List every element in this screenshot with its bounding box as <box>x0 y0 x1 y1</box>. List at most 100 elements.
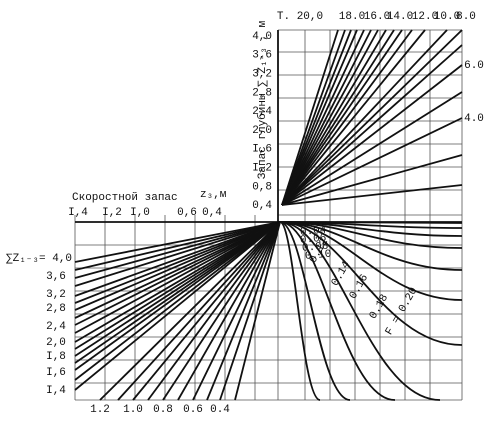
upper-tick-label: 4,0 <box>252 31 272 43</box>
f-curve <box>279 221 463 271</box>
left-curve <box>74 221 281 263</box>
left-curve <box>206 221 281 401</box>
t-curve <box>281 29 463 206</box>
speed-tick-label: I,0 <box>130 207 150 219</box>
left-curve <box>74 221 281 364</box>
f-label: 0.04 <box>300 225 328 239</box>
f-label: 0.10 <box>305 249 332 263</box>
bottom-tick-label: 1.2 <box>90 404 110 416</box>
f-curve <box>279 221 463 301</box>
t-curve <box>281 91 463 206</box>
left-tick-label: I,4 <box>46 385 66 397</box>
left-curve <box>147 221 281 401</box>
upper-tick-label: 0,8 <box>252 181 272 193</box>
t-label: 6.0 <box>464 60 484 72</box>
upper-tick-label: 2,4 <box>252 106 272 118</box>
left-curve <box>74 221 281 357</box>
f-curve <box>279 221 441 401</box>
f-label: 0.08 <box>302 241 329 255</box>
left-curve <box>74 221 281 326</box>
t-label: 12.0 <box>412 11 438 23</box>
left-curve <box>74 221 281 297</box>
bottom-tick-label: 0.4 <box>210 404 230 416</box>
speed-tick-label: 0,4 <box>202 207 222 219</box>
f-curve <box>279 221 321 401</box>
bottom-tick-label: 1.0 <box>123 404 143 416</box>
t-curve <box>281 29 379 206</box>
left-curve <box>132 221 281 401</box>
left-tick-label: 3,6 <box>46 271 66 283</box>
left-curve <box>234 221 281 401</box>
left-curve <box>74 221 281 371</box>
bottom-tick-label: 0.6 <box>183 404 203 416</box>
left-curve <box>219 221 281 401</box>
left-curve <box>162 221 281 401</box>
t-label: Т. 20,0 <box>277 11 323 23</box>
left-curve <box>74 221 281 287</box>
t-curve <box>281 44 463 206</box>
f-label: 0.06 <box>300 233 327 247</box>
t-curve <box>281 29 339 206</box>
f-curve <box>279 221 463 346</box>
t-curve <box>281 154 463 206</box>
t-curve <box>281 117 463 206</box>
upper-tick-label: 2,8 <box>252 87 272 99</box>
t-label: 18.0 <box>339 11 365 23</box>
left-tick-label: 2,0 <box>46 337 66 349</box>
t-curve <box>281 29 372 206</box>
upper-tick-label: I,6 <box>252 144 272 156</box>
upper-axis-label: Запас глубины ∑ Z₁₋₃ , м <box>256 20 269 179</box>
speed-tick-label: I,2 <box>102 207 122 219</box>
left-tick-label: 3,2 <box>46 289 66 301</box>
speed-tick-label: I,4 <box>68 207 88 219</box>
speed-tick-label: 0,6 <box>177 207 197 219</box>
t-curve <box>281 29 403 206</box>
t-label: 10.0 <box>434 11 460 23</box>
t-curve <box>281 29 365 206</box>
left-curve <box>74 221 281 350</box>
left-curve <box>177 221 281 401</box>
left-tick-label: I,8 <box>46 351 66 363</box>
t-curve <box>281 29 413 206</box>
t-curve <box>281 29 426 206</box>
left-curve <box>74 221 281 279</box>
upper-tick-label: 3,6 <box>252 50 272 62</box>
left-curve <box>74 221 281 319</box>
left-tick-label: I,6 <box>46 367 66 379</box>
upper-tick-label: 0,4 <box>252 200 272 212</box>
upper-tick-label: I,2 <box>252 163 272 175</box>
left-curve <box>99 221 281 401</box>
upper-tick-label: 3,2 <box>252 69 272 81</box>
t-curve <box>281 29 395 206</box>
t-curve <box>281 29 387 206</box>
f-curve <box>279 221 396 401</box>
t-curve <box>281 29 358 206</box>
t-label: 8.0 <box>456 11 476 23</box>
left-tick-label: 2,4 <box>46 321 66 333</box>
t-curve <box>281 29 352 206</box>
left-curve <box>117 221 281 401</box>
speed-axis-unit: z₃,м <box>200 189 227 201</box>
left-curve <box>74 221 281 343</box>
left-curve <box>74 221 281 311</box>
t-curve <box>281 29 346 206</box>
t-curve <box>281 29 448 206</box>
left-curve <box>74 221 281 304</box>
t-label: 16.0 <box>364 11 390 23</box>
t-curve <box>281 184 463 206</box>
t-label: 4.0 <box>464 113 484 125</box>
upper-tick-label: 2,0 <box>252 125 272 137</box>
bottom-tick-label: 0.8 <box>153 404 173 416</box>
left-curve <box>74 221 281 391</box>
left-curve <box>74 221 281 381</box>
f-curve <box>279 221 351 401</box>
speed-axis-label: Скоростной запас <box>72 192 178 204</box>
left-tick-label: 2,8 <box>46 303 66 315</box>
left-curve <box>74 221 281 334</box>
t-label: 14.0 <box>387 11 413 23</box>
left-curve <box>74 221 281 271</box>
left-curve <box>192 221 281 401</box>
left-axis-label: ∑Z₁₋₃= 4,0 <box>6 253 72 265</box>
t-curve <box>281 64 463 206</box>
